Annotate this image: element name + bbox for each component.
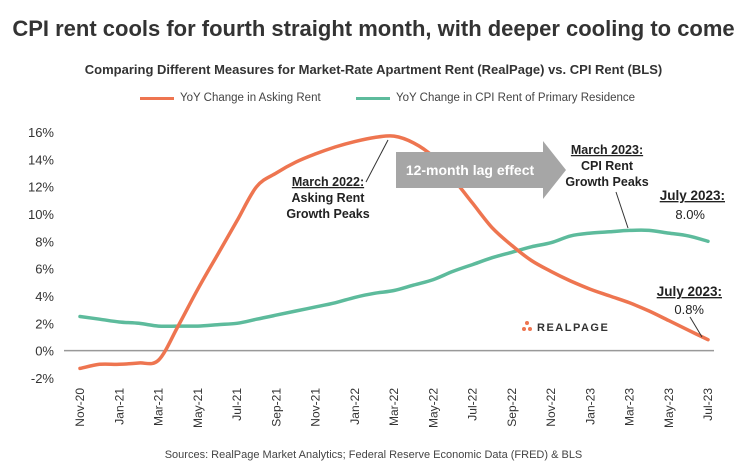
y-tick-label: -2% [31, 371, 55, 386]
legend-item-asking-rent: YoY Change in Asking Rent [140, 92, 321, 104]
x-tick-label: Mar-22 [387, 388, 401, 426]
annotation-march-2022-line1: Asking Rent [292, 191, 366, 205]
x-tick-label: Mar-21 [152, 388, 166, 426]
logo-dot-2 [522, 327, 526, 331]
logo-dot-3 [528, 327, 532, 331]
logo-dot-1 [525, 321, 529, 325]
legend-swatch-cpi-rent [356, 96, 390, 100]
source-note: Sources: RealPage Market Analytics; Fede… [164, 449, 583, 461]
x-tick-label: May-21 [191, 388, 205, 428]
x-tick-label: Nov-21 [309, 388, 323, 427]
x-tick-label: May-22 [426, 388, 440, 428]
y-axis: -2% 0% 2% 4% 6% 8% 10% 12% 14% 16% [28, 125, 54, 386]
x-tick-label: Jul-21 [230, 388, 244, 421]
x-tick-label: Nov-22 [544, 388, 558, 427]
lag-arrow-shape [396, 141, 566, 199]
series-line-asking-rent [78, 134, 710, 371]
legend-label-cpi-rent: YoY Change in CPI Rent of Primary Reside… [396, 92, 636, 104]
x-tick-label: Sep-22 [505, 388, 519, 427]
chart-subtitle: Comparing Different Measures for Market-… [84, 62, 663, 77]
annotation-march-2023-line2: Growth Peaks [565, 175, 648, 189]
realpage-logo: REALPAGE [522, 321, 609, 334]
x-tick-label: Jul-22 [466, 388, 480, 421]
legend-label-asking-rent: YoY Change in Asking Rent [180, 92, 321, 104]
annotation-march-2023-pointer [615, 191, 629, 229]
y-tick-label: 2% [35, 316, 54, 331]
annotation-july-2023-asking: July 2023: 0.8% [657, 284, 722, 338]
y-tick-label: 12% [28, 180, 54, 195]
x-tick-label: Jan-21 [112, 388, 126, 425]
x-axis: Nov-20 Jan-21 Mar-21 May-21 Jul-21 Sep-21 Nov-… [73, 388, 715, 428]
y-tick-label: 14% [28, 152, 54, 167]
x-tick-label: Jan-23 [583, 388, 597, 425]
annotation-march-2022-pointer [365, 139, 389, 183]
x-tick-label: Jan-22 [348, 388, 362, 425]
y-tick-label: 8% [35, 234, 54, 249]
lag-arrow: 12-month lag effect [396, 141, 566, 199]
y-tick-label: 0% [35, 344, 54, 359]
annotation-july-asking-head: July 2023: [657, 284, 722, 299]
x-tick-label: Jul-23 [701, 388, 715, 421]
logo-text: REALPAGE [537, 322, 609, 334]
annotation-march-2023-head: March 2023: [571, 143, 643, 157]
x-tick-label: Sep-21 [269, 388, 283, 427]
y-tick-label: 10% [28, 207, 54, 222]
y-tick-label: 6% [35, 262, 54, 277]
legend-swatch-asking-rent [140, 96, 174, 100]
annotation-july-asking-value: 0.8% [674, 302, 704, 317]
annotation-july-cpi-head: July 2023: [660, 188, 725, 203]
legend-item-cpi-rent: YoY Change in CPI Rent of Primary Reside… [356, 92, 635, 104]
lag-arrow-label: 12-month lag effect [406, 162, 535, 178]
chart-title: CPI rent cools for fourth straight month… [12, 16, 735, 41]
annotation-march-2023-line1: CPI Rent [581, 159, 634, 173]
y-tick-label: 4% [35, 289, 54, 304]
annotation-march-2022-head: March 2022: [292, 175, 364, 189]
annotation-july-2023-cpi: July 2023: 8.0% [660, 188, 725, 222]
annotation-july-cpi-value: 8.0% [675, 207, 705, 222]
annotation-march-2022-line2: Growth Peaks [286, 207, 369, 221]
annotation-july-asking-pointer [689, 316, 703, 338]
annotation-march-2023: March 2023: CPI Rent Growth Peaks [565, 143, 649, 229]
annotation-march-2022: March 2022: Asking Rent Growth Peaks [286, 139, 389, 221]
series-line-cpi-rent [78, 228, 710, 329]
x-tick-label: Mar-23 [623, 388, 637, 426]
x-tick-label: Nov-20 [73, 388, 87, 427]
x-tick-label: May-23 [662, 388, 676, 428]
series-lines [78, 134, 710, 371]
y-tick-label: 16% [28, 125, 54, 140]
